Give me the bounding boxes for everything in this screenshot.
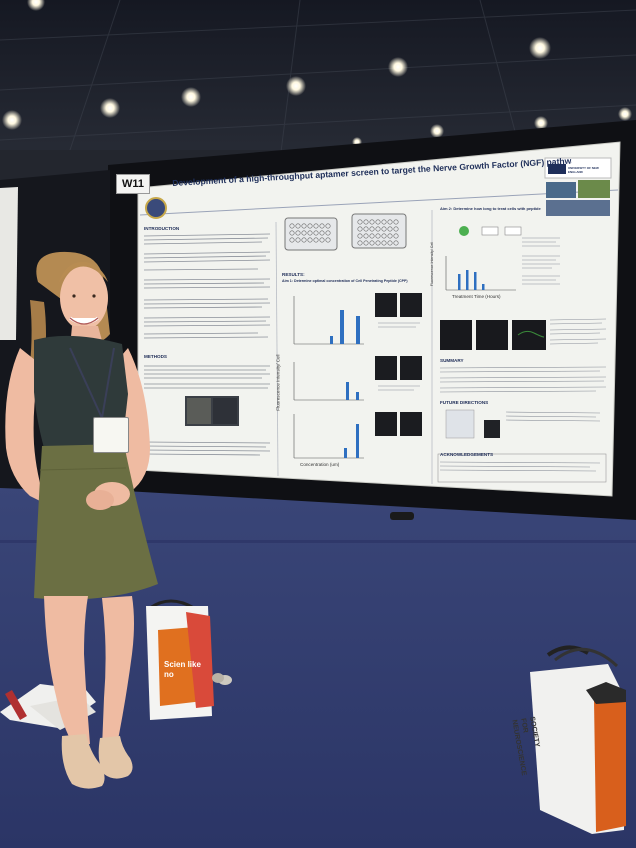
ceiling-lights [2, 0, 632, 147]
future-directions-heading: FUTURE DIRECTIONS [440, 400, 489, 405]
y-axis-label-left: Fluorescence Intensity/ Cell [275, 354, 281, 411]
board-number-label: W11 [116, 174, 150, 194]
well-plate-1 [284, 217, 338, 251]
micrograph-squares [375, 293, 422, 436]
acknowledgements-heading: ACKNOWLEDGEMENTS [440, 452, 494, 457]
results-heading: RESULTS: [282, 272, 305, 277]
x-axis-label-concentration: Concentration (um) [300, 462, 340, 467]
une-photo-3 [546, 200, 610, 216]
une-photo-1 [546, 182, 576, 198]
methods-heading: METHODS [144, 354, 167, 359]
floor-cable [390, 512, 414, 520]
name-badge [93, 417, 129, 453]
ceiling-grid [0, 0, 636, 181]
aim1-heading: Aim 1: Determine optimal concentration o… [282, 279, 408, 283]
right-tote-bag [530, 645, 626, 834]
mini-chart-1 [293, 296, 364, 345]
mini-chart-2 [293, 362, 364, 401]
left-bag-print: Scien like no [164, 660, 201, 679]
left-poster-sliver [0, 187, 18, 340]
aim2-chart [445, 256, 516, 291]
ack-box [437, 453, 607, 483]
y-axis-label-right: Fluorescence Intensity/ Cell [430, 241, 435, 287]
left-tote-bag [146, 599, 232, 720]
carpet-edge [0, 540, 636, 543]
aim2-micrographs [440, 320, 546, 350]
x-axis-label-treatment-time: Treatment Time (Hours) [452, 294, 501, 299]
poster-seal [145, 197, 167, 219]
introduction-heading: INTRODUCTION [144, 226, 180, 231]
summary-heading: SUMMARY [440, 358, 464, 363]
mini-chart-3 [293, 414, 364, 459]
aim2-heading: Aim 2: Determine how long to treat cells… [440, 206, 541, 211]
future-diagram [445, 409, 475, 439]
aim2-green-dot [459, 226, 469, 236]
left-column-text [143, 233, 271, 456]
une-photo-2 [578, 180, 610, 198]
university-logo-text: UNIVERSITY OF NEW ENGLAND [568, 166, 599, 174]
